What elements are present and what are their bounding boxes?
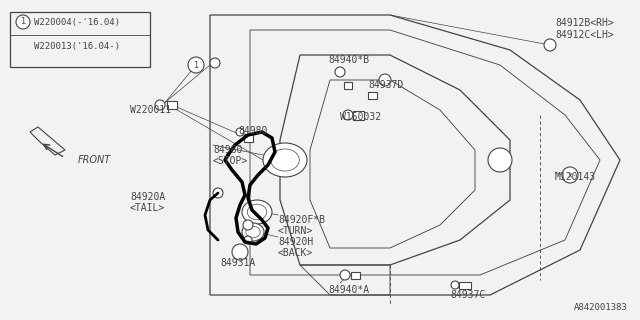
Circle shape [236,128,244,136]
Circle shape [544,39,556,51]
Text: W150032: W150032 [340,112,381,122]
Circle shape [244,236,252,244]
Text: 84912C<LH>: 84912C<LH> [555,30,614,40]
Text: 84912B<RH>: 84912B<RH> [555,18,614,28]
Bar [351,271,360,278]
Circle shape [335,67,345,77]
Text: 84931A: 84931A [220,258,255,268]
Text: W220004(-'16.04): W220004(-'16.04) [34,18,120,27]
Text: 84980: 84980 [238,126,268,136]
Bar [367,92,376,99]
Text: <STOP>: <STOP> [213,156,248,166]
Circle shape [16,15,30,29]
Text: <TURN>: <TURN> [278,226,313,236]
Text: W220013('16.04-): W220013('16.04-) [34,42,120,51]
Circle shape [343,110,353,120]
Circle shape [451,281,459,289]
Circle shape [488,148,512,172]
Ellipse shape [242,200,272,224]
Text: <BACK>: <BACK> [278,248,313,258]
Text: 1: 1 [20,18,26,27]
Circle shape [379,74,391,86]
Bar [243,134,253,142]
Circle shape [210,58,220,68]
Bar [344,82,352,89]
Ellipse shape [247,204,267,220]
Circle shape [243,220,253,230]
Bar [167,101,177,109]
Text: FRONT: FRONT [78,155,111,165]
Text: 84940*A: 84940*A [328,285,369,295]
Text: 84920H: 84920H [278,237,313,247]
Text: 1: 1 [193,60,198,69]
Text: x: x [568,171,573,180]
Text: M120143: M120143 [555,172,596,182]
Circle shape [232,244,248,260]
Text: 84940*B: 84940*B [328,55,369,65]
Text: W220011: W220011 [130,105,171,115]
Bar [459,282,471,289]
Circle shape [340,270,350,280]
Ellipse shape [246,226,260,238]
Ellipse shape [242,223,264,241]
Text: A842001383: A842001383 [574,303,628,312]
Text: 84937C: 84937C [450,290,485,300]
Text: 84960: 84960 [213,145,243,155]
Text: <TAIL>: <TAIL> [130,203,165,213]
Text: 84920F*B: 84920F*B [278,215,325,225]
Circle shape [562,167,578,183]
Bar [353,110,364,119]
Circle shape [155,100,165,110]
Circle shape [188,57,204,73]
Bar [10,12,150,67]
Text: 84937D: 84937D [368,80,403,90]
Ellipse shape [263,143,307,177]
Text: 84920A: 84920A [130,192,165,202]
Circle shape [213,188,223,198]
Ellipse shape [271,149,300,171]
